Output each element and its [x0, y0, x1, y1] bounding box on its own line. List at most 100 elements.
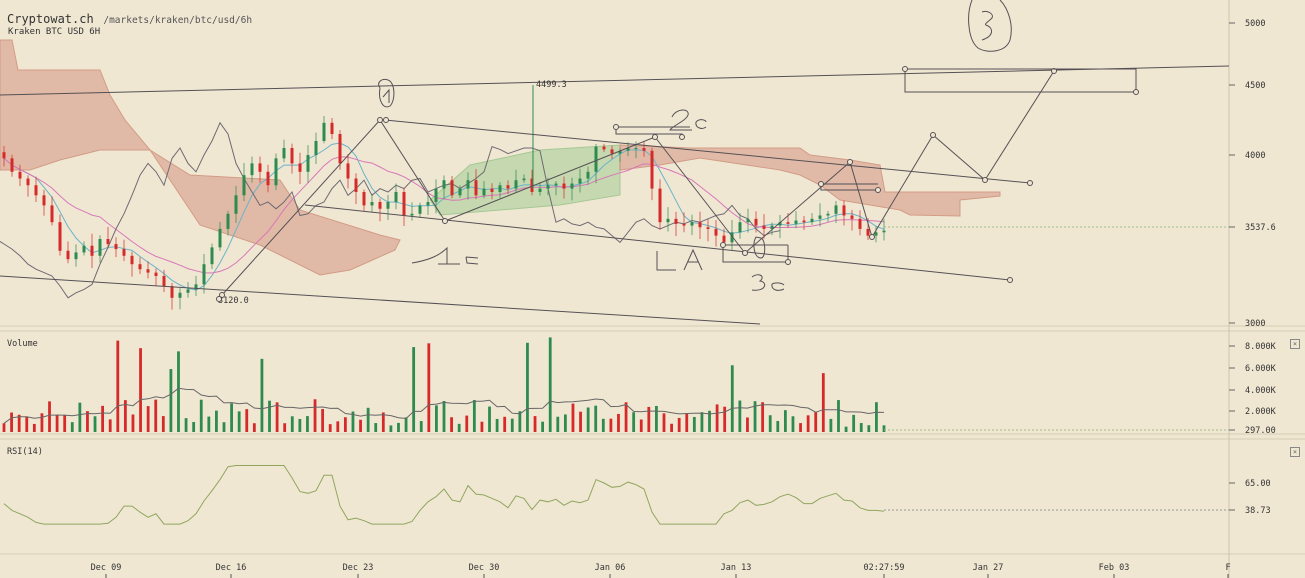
volume-tick-label: 2.000K — [1245, 407, 1277, 417]
site-name[interactable]: Cryptowat.ch — [7, 12, 94, 26]
candle-body — [778, 222, 782, 226]
cloud-bearish — [0, 39, 401, 276]
candle-body — [538, 188, 542, 192]
volume-bar — [472, 400, 476, 432]
price-tick-label: 3537.6 — [1245, 223, 1276, 233]
volume-bar — [252, 423, 256, 432]
volume-ma-line — [3, 387, 885, 424]
candle-body — [186, 289, 190, 293]
volume-bar — [875, 402, 878, 432]
candle-body — [490, 188, 494, 192]
volume-bars — [2, 337, 1229, 432]
time-axis-label: 02:27:59 — [863, 563, 905, 573]
candle-body — [394, 191, 398, 203]
volume-bar — [268, 400, 271, 432]
volume-bar — [86, 411, 89, 432]
volume-bar — [488, 406, 491, 432]
volume-bar — [32, 423, 36, 432]
low-price-label: 3120.0 — [218, 296, 249, 306]
volume-bar — [783, 410, 787, 432]
anchor-handle — [219, 292, 225, 298]
candle-body — [370, 202, 374, 206]
candle-body — [266, 171, 270, 186]
candle-body — [362, 191, 366, 206]
volume-bar — [882, 425, 886, 432]
candle-body — [450, 180, 454, 196]
volume-bar — [480, 421, 484, 432]
volume-bar — [260, 358, 264, 432]
volume-bar — [169, 369, 173, 432]
volume-bar — [548, 337, 552, 432]
candle-body — [682, 223, 686, 226]
candle-body — [98, 239, 102, 256]
candle-body — [626, 148, 630, 151]
support-line — [0, 275, 761, 325]
volume-bar — [93, 416, 97, 432]
candle-body — [690, 222, 694, 226]
volume-bar — [412, 347, 416, 432]
trendline — [871, 134, 934, 238]
volume-tick-label: 4.000K — [1245, 386, 1277, 396]
candle-body — [530, 178, 534, 192]
volume-bar — [192, 422, 196, 432]
anchor-handle — [1007, 277, 1013, 283]
anchor-handle — [869, 234, 875, 240]
candle-body — [146, 269, 150, 273]
resistance-line — [0, 65, 1230, 96]
volume-bar — [814, 411, 818, 432]
trendline — [444, 136, 656, 222]
candle-body — [290, 148, 294, 164]
volume-bar — [829, 418, 833, 432]
candle-body — [602, 146, 606, 150]
trendline-drawings[interactable]: 4499.3 3120.0 — [0, 0, 1230, 325]
volume-bar — [2, 423, 6, 432]
candle-body — [706, 227, 710, 229]
volume-bar — [215, 410, 218, 432]
candle-body — [330, 122, 334, 134]
anchor-handle — [442, 218, 448, 224]
candle-body — [90, 245, 94, 256]
candle-body — [570, 183, 574, 189]
volume-bar — [177, 351, 180, 432]
volume-tick-label: 297.00 — [1245, 426, 1276, 436]
volume-bar — [10, 412, 13, 432]
volume-bar — [844, 426, 848, 432]
volume-bar — [586, 407, 590, 432]
anchor-handle — [742, 250, 748, 256]
volume-bar — [131, 414, 135, 432]
volume-bar — [791, 416, 795, 432]
volume-bar — [101, 405, 105, 432]
candle-body — [842, 205, 846, 216]
volume-bar — [563, 414, 567, 432]
volume-close-icon[interactable]: × — [1290, 339, 1300, 349]
candle-body — [586, 171, 590, 179]
anchor-handle — [1133, 89, 1139, 95]
volume-bar — [108, 419, 112, 432]
volume-bar — [336, 421, 340, 432]
volume-bar — [518, 411, 522, 432]
candle-body — [74, 252, 78, 260]
candle-body — [10, 158, 14, 172]
trendline — [221, 119, 381, 296]
candle-body — [802, 220, 806, 223]
candle-body — [546, 185, 550, 189]
candle-body — [234, 195, 238, 214]
wave-label-2c — [669, 109, 707, 131]
candle-body — [282, 148, 286, 159]
volume-bar — [715, 404, 719, 432]
candle-body — [866, 228, 870, 236]
volume-bar — [25, 416, 29, 432]
candle-body — [722, 235, 726, 243]
volume-bar — [571, 403, 575, 432]
rsi-close-icon[interactable]: × — [1290, 447, 1300, 457]
volume-bar — [435, 405, 438, 432]
candle-body — [730, 232, 734, 243]
chart-subtitle: Kraken BTC USD 6H — [8, 27, 101, 37]
volume-bar — [799, 423, 802, 432]
candle-body — [466, 180, 470, 189]
candle-body — [858, 218, 862, 229]
volume-bar — [677, 417, 681, 432]
volume-tick-label: 6.000K — [1245, 364, 1277, 374]
candle-body — [50, 205, 54, 223]
